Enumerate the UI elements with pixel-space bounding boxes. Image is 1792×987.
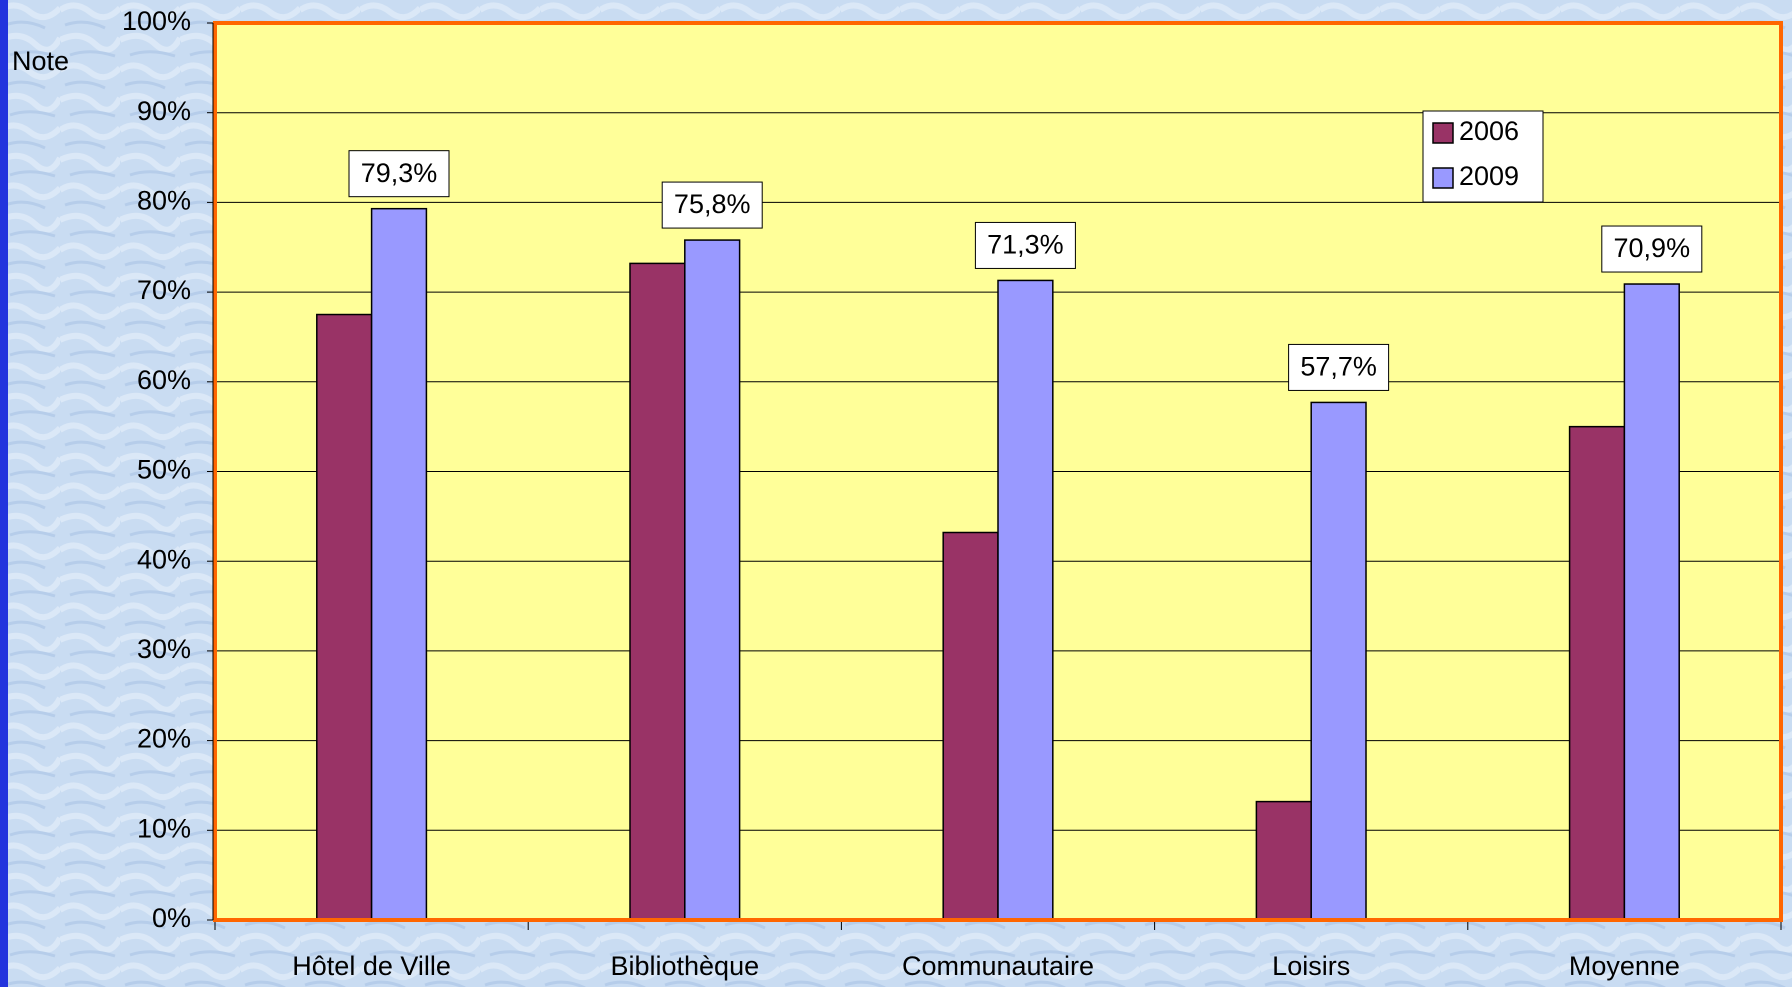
- x-tick-label: Hôtel de Ville: [292, 951, 451, 981]
- bar: [1623, 283, 1680, 921]
- y-tick-label: 100%: [122, 6, 191, 36]
- bar: [629, 262, 686, 921]
- left-stripe: [0, 0, 8, 987]
- x-tick-label: Bibliothèque: [610, 951, 759, 981]
- data-label-box: [348, 150, 450, 198]
- y-tick-label: 90%: [137, 96, 191, 126]
- x-tick-label: Moyenne: [1569, 951, 1680, 981]
- bar: [316, 313, 373, 921]
- bar: [1255, 800, 1312, 921]
- data-label: 57,7%: [1300, 352, 1377, 382]
- y-tick-label: 70%: [137, 275, 191, 305]
- data-label: 71,3%: [987, 230, 1064, 260]
- data-label-box: [1601, 225, 1703, 273]
- bar: [1568, 425, 1626, 921]
- legend-label: 2006: [1459, 116, 1519, 146]
- data-label-box: [661, 181, 763, 229]
- y-tick-label: 30%: [137, 634, 191, 664]
- y-tick-label: 50%: [137, 455, 191, 485]
- data-label: 70,9%: [1614, 233, 1691, 263]
- x-tick-label: Communautaire: [902, 951, 1094, 981]
- y-tick-label: 40%: [137, 544, 191, 574]
- data-label: 75,8%: [674, 189, 751, 219]
- bar: [684, 239, 741, 921]
- legend-swatch: [1432, 122, 1454, 144]
- y-tick-label: 20%: [137, 724, 191, 754]
- bar: [997, 279, 1054, 921]
- y-tick-label: 60%: [137, 365, 191, 395]
- y-tick-label: 10%: [137, 813, 191, 843]
- legend-label: 2009: [1459, 161, 1519, 191]
- y-tick-label: 80%: [137, 186, 191, 216]
- plot-border: [213, 21, 1783, 922]
- y-axis-label: Note: [12, 46, 69, 76]
- bar: [370, 207, 428, 921]
- bar: [942, 531, 999, 921]
- y-tick-label: 0%: [152, 903, 191, 933]
- data-label: 79,3%: [361, 158, 438, 188]
- data-label-box: [1288, 343, 1390, 391]
- legend-swatch: [1432, 167, 1454, 189]
- data-label-box: [974, 221, 1076, 269]
- x-tick-label: Loisirs: [1272, 951, 1350, 981]
- bar: [1310, 401, 1367, 921]
